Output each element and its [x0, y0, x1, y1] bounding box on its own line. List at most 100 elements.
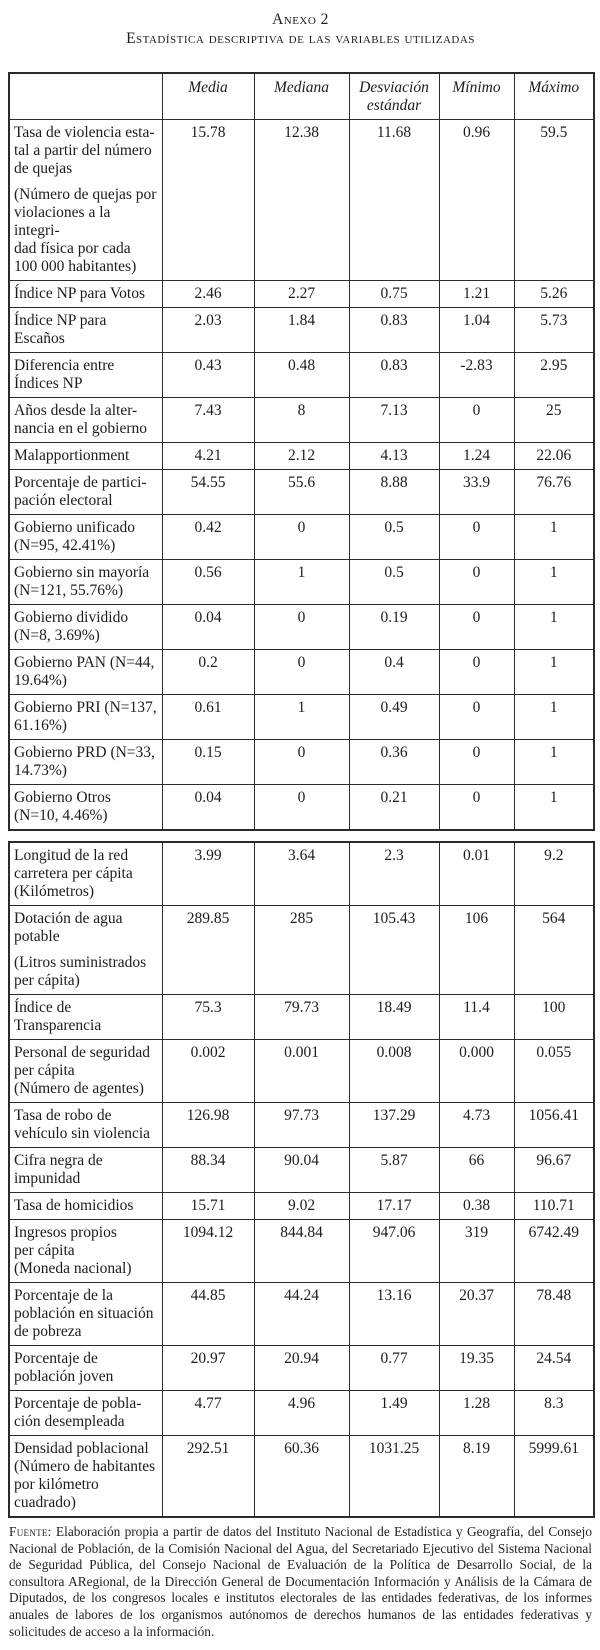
- variable-label: Diferencia entre Índices NP: [14, 357, 115, 392]
- value-cell: 110.71: [513, 1192, 595, 1220]
- variable-label: Tasa de homicidios: [14, 1197, 134, 1214]
- value-cell: 8.88: [348, 469, 440, 515]
- variable-cell: Gobierno PAN (N=44, 19.64%): [8, 649, 163, 695]
- value-cell: 0.001: [253, 1039, 350, 1103]
- value-cell: 5999.61: [513, 1435, 595, 1518]
- variable-cell: Porcentaje de la población en situación …: [8, 1282, 163, 1346]
- value-cell: 0.04: [161, 784, 255, 831]
- table-row: Ingresos propios per cápita (Moneda naci…: [8, 1219, 595, 1283]
- value-cell: 2.3: [348, 841, 440, 906]
- value-cell: 126.98: [161, 1102, 255, 1148]
- variable-cell: Índice de Transparencia: [8, 994, 163, 1040]
- variable-label: Gobierno unificado (N=95, 42.41%): [14, 519, 135, 554]
- table-row: Gobierno Otros (N=10, 4.46%) 0.04 0 0.21 0 1: [8, 784, 595, 831]
- value-cell: 7.13: [348, 397, 440, 443]
- value-cell: 76.76: [513, 469, 595, 515]
- value-cell: 24.54: [513, 1345, 595, 1391]
- table-row: Índice de Transparencia 75.3 79.73 18.49 11.…: [8, 994, 595, 1040]
- value-cell: 11.4: [438, 994, 515, 1040]
- value-cell: 0.2: [161, 649, 255, 695]
- value-cell: 0: [438, 514, 515, 560]
- value-cell: 15.78: [161, 119, 255, 281]
- value-cell: 1031.25: [348, 1435, 440, 1518]
- variable-cell: Gobierno unificado (N=95, 42.41%): [8, 514, 163, 560]
- table-row: Tasa de robo de vehículo sin violencia 12…: [8, 1102, 595, 1148]
- table-row: Gobierno unificado (N=95, 42.41%) 0.42 0 0.…: [8, 514, 595, 560]
- value-cell: 66: [438, 1147, 515, 1193]
- value-cell: 8: [253, 397, 350, 443]
- value-cell: 1: [253, 559, 350, 605]
- table-row: Porcentaje de la población en situación …: [8, 1282, 595, 1346]
- value-cell: 33.9: [438, 469, 515, 515]
- value-cell: 1.04: [438, 307, 515, 353]
- value-cell: 5.73: [513, 307, 595, 353]
- variable-label: Gobierno Otros (N=10, 4.46%): [14, 789, 111, 824]
- variable-label: Tasa de violencia esta- tal a partir del…: [14, 124, 155, 177]
- stats-table-part-1: Media Mediana Desviación estándar Mínimo…: [8, 72, 595, 831]
- value-cell: 0.002: [161, 1039, 255, 1103]
- value-cell: 0.19: [348, 604, 440, 650]
- variable-label: Porcentaje de población joven: [14, 1350, 114, 1385]
- value-cell: 55.6: [253, 469, 350, 515]
- variable-label: Gobierno dividido (N=8, 3.69%): [14, 609, 129, 644]
- variable-cell: Personal de seguridad per cápita (Número…: [8, 1039, 163, 1103]
- value-cell: 0: [438, 559, 515, 605]
- value-cell: 8.19: [438, 1435, 515, 1518]
- value-cell: 6742.49: [513, 1219, 595, 1283]
- table-row: Gobierno sin mayoría (N=121, 55.76%) 0.56…: [8, 559, 595, 605]
- value-cell: 20.37: [438, 1282, 515, 1346]
- value-cell: 0.008: [348, 1039, 440, 1103]
- variable-label: Ingresos propios per cápita (Moneda naci…: [14, 1224, 132, 1277]
- variable-label: Personal de seguridad per cápita (Número…: [14, 1044, 151, 1097]
- value-cell: 12.38: [253, 119, 350, 281]
- value-cell: 25: [513, 397, 595, 443]
- variable-label: Índice NP para Votos: [14, 285, 146, 302]
- variable-cell: Gobierno PRD (N=33, 14.73%): [8, 739, 163, 785]
- value-cell: 0: [438, 739, 515, 785]
- table-row: Diferencia entre Índices NP 0.43 0.48 0.83-…: [8, 352, 595, 398]
- variable-label: Gobierno sin mayoría (N=121, 55.76%): [14, 564, 150, 599]
- table-row: Porcentaje de pobla- ción desempleada 4.7…: [8, 1390, 595, 1436]
- value-cell: 0: [438, 397, 515, 443]
- table-row: Gobierno PRI (N=137, 61.16%) 0.61 1 0.49 0 1: [8, 694, 595, 740]
- table-row: Tasa de violencia esta- tal a partir del…: [8, 119, 595, 281]
- value-cell: 1056.41: [513, 1102, 595, 1148]
- variable-label: Índice NP para Escaños: [14, 312, 107, 347]
- corner-cell: [8, 72, 163, 120]
- stats-table-part-2: Longitud de la red carretera per cápita …: [8, 841, 595, 1518]
- header-row: Media Mediana Desviación estándar Mínimo…: [8, 72, 595, 120]
- variable-cell: Años desde la alter- nancia en el gobier…: [8, 397, 163, 443]
- value-cell: 78.48: [513, 1282, 595, 1346]
- value-cell: 2.27: [253, 280, 350, 308]
- value-cell: 0: [253, 739, 350, 785]
- value-cell: 59.5: [513, 119, 595, 281]
- col-header-media: Media: [161, 72, 255, 120]
- value-cell: 1.84: [253, 307, 350, 353]
- value-cell: 289.85: [161, 905, 255, 995]
- table-row: Malapportionment 4.21 2.12 4.13 1.24 22.06: [8, 442, 595, 470]
- variable-cell: Índice NP para Votos: [8, 280, 163, 308]
- value-cell: 292.51: [161, 1435, 255, 1518]
- value-cell: 7.43: [161, 397, 255, 443]
- variable-cell: Porcentaje de pobla- ción desempleada: [8, 1390, 163, 1436]
- variable-label: Porcentaje de la población en situación …: [14, 1287, 154, 1340]
- value-cell: 0.96: [438, 119, 515, 281]
- value-cell: 22.06: [513, 442, 595, 470]
- variable-label: Dotación de agua potable: [14, 910, 123, 945]
- value-cell: 0.49: [348, 694, 440, 740]
- variable-label: Gobierno PRI (N=137, 61.16%): [14, 699, 157, 734]
- value-cell: 0.83: [348, 307, 440, 353]
- value-cell: 9.02: [253, 1192, 350, 1220]
- source-text: Elaboración propia a partir de datos del…: [9, 1524, 592, 1639]
- value-cell: 4.73: [438, 1102, 515, 1148]
- value-cell: -2.83: [438, 352, 515, 398]
- table-row: Cifra negra de impunidad 88.34 90.04 5.87 66…: [8, 1147, 595, 1193]
- variable-cell: Tasa de violencia esta- tal a partir del…: [8, 119, 163, 281]
- value-cell: 844.84: [253, 1219, 350, 1283]
- value-cell: 2.12: [253, 442, 350, 470]
- value-cell: 0: [438, 649, 515, 695]
- table-row: Índice NP para Votos 2.46 2.27 0.75 1.21 5.26: [8, 280, 595, 308]
- value-cell: 0.43: [161, 352, 255, 398]
- table-body-2: Longitud de la red carretera per cápita …: [8, 841, 595, 1518]
